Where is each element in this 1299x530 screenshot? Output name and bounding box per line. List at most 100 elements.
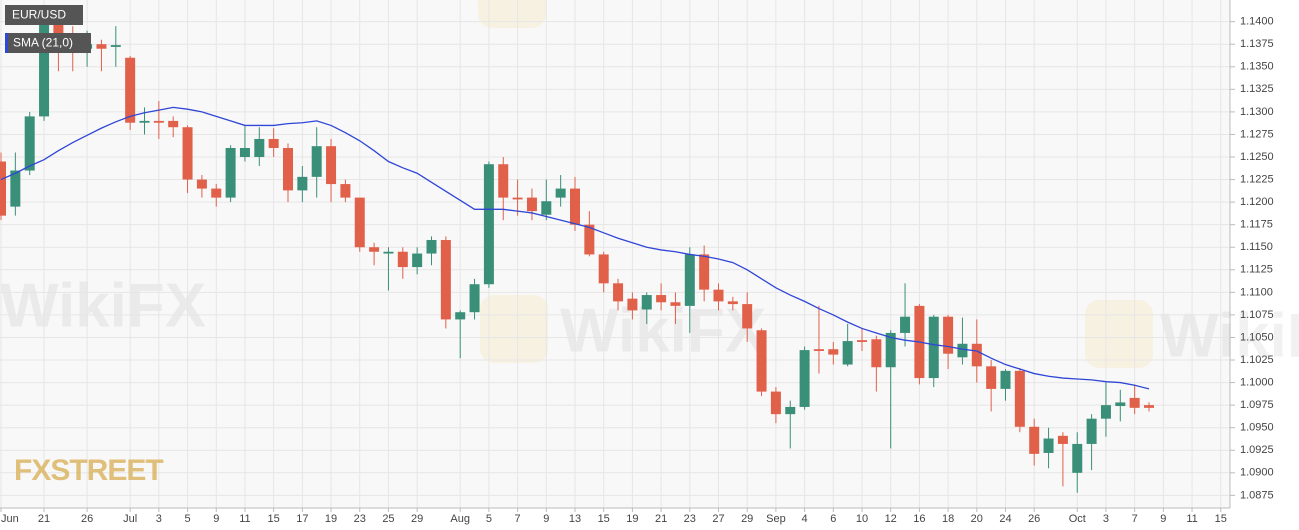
plot-background (0, 0, 1230, 508)
candle-body (770, 391, 781, 415)
x-tick-label: 19 (325, 513, 337, 525)
candle-body (225, 147, 236, 198)
x-tick-label: 12 (885, 513, 897, 525)
x-tick-label: 4 (802, 513, 808, 525)
x-tick-label: Sep (766, 513, 786, 525)
candle-body (239, 147, 250, 158)
candle-body (713, 289, 724, 302)
y-tick-label: 1.1325 (1240, 83, 1274, 95)
x-tick-label: 7 (1132, 513, 1138, 525)
legend-box (5, 33, 91, 53)
candle-body (139, 120, 150, 123)
y-tick-label: 1.1375 (1240, 38, 1274, 50)
candle-body (656, 295, 667, 303)
candle-body (986, 366, 997, 389)
x-tick-label: Jul (123, 513, 137, 525)
symbol-box (5, 5, 83, 25)
candle-body (326, 146, 337, 185)
candle-body (1129, 397, 1140, 408)
candle-body (125, 57, 136, 123)
candle-body (297, 176, 308, 191)
candle-body (971, 343, 982, 367)
x-tick-label: Aug (450, 513, 470, 525)
x-tick-label: 21 (655, 513, 667, 525)
x-tick-label: 27 (712, 513, 724, 525)
x-tick-label: 9 (543, 513, 549, 525)
y-tick-label: 1.1300 (1240, 106, 1274, 118)
x-tick-label: 5 (486, 513, 492, 525)
candle-body (813, 349, 824, 351)
y-tick-label: 1.0950 (1240, 422, 1274, 434)
x-tick-label: 15 (598, 513, 610, 525)
watermark: WikiFX (560, 296, 766, 365)
candle-body (957, 343, 968, 358)
candle-body (1100, 405, 1111, 419)
y-tick-label: 1.0875 (1240, 489, 1274, 501)
sma-line (0, 106, 1150, 390)
x-tick-label: 9 (213, 513, 219, 525)
x-tick-label: 11 (239, 513, 250, 525)
candle-body (670, 302, 681, 306)
y-tick-label: 1.1350 (1240, 61, 1274, 73)
brand-logo: FXSTREET (14, 454, 163, 487)
x-tick-label: 19 (626, 513, 638, 525)
candle-body (584, 224, 595, 255)
x-tick-label: Jun (1, 513, 19, 525)
candle-body (1115, 402, 1126, 407)
candle-body (641, 295, 652, 310)
candle-body (412, 253, 423, 268)
candle-body (354, 197, 365, 248)
candle-body (10, 170, 21, 207)
y-tick-label: 1.1000 (1240, 376, 1274, 388)
candle-body (613, 283, 624, 302)
x-tick-label: 24 (999, 513, 1011, 525)
x-tick-label: 9 (1160, 513, 1166, 525)
x-tick-label: 17 (296, 513, 308, 525)
legend-label: SMA (21,0) (13, 36, 73, 50)
candle-body (455, 312, 466, 320)
y-tick-label: 1.1250 (1240, 151, 1274, 163)
watermark-badge (480, 295, 548, 363)
candle-body (1144, 405, 1154, 408)
x-tick-label: 7 (515, 513, 521, 525)
legend-swatch (5, 33, 8, 53)
candle-body (627, 298, 638, 311)
y-tick-label: 1.1200 (1240, 196, 1274, 208)
candle-body (483, 164, 494, 285)
symbol-label: EUR/USD (12, 8, 66, 22)
y-tick-label: 1.1150 (1240, 241, 1273, 253)
candle-body (842, 341, 853, 365)
candle-body (196, 179, 207, 189)
candle-body (828, 349, 839, 355)
candle-body (900, 316, 911, 333)
candle-body (526, 197, 537, 212)
candle-body (684, 254, 695, 306)
candle-body (555, 188, 566, 198)
y-tick-label: 1.1050 (1240, 331, 1274, 343)
x-tick-label: 23 (684, 513, 696, 525)
x-tick-label: 18 (942, 513, 954, 525)
candle-body (369, 247, 380, 252)
x-tick-label: Oct (1069, 513, 1086, 525)
candle-body (182, 127, 193, 180)
x-tick-label: 15 (1215, 513, 1227, 525)
x-tick-label: 6 (830, 513, 836, 525)
candle-body (96, 44, 107, 49)
candle-body (24, 116, 35, 171)
candle-body (1014, 370, 1025, 427)
candle-body (153, 120, 164, 123)
candle-body (1000, 370, 1011, 389)
candle-body (397, 251, 408, 268)
candle-body (742, 304, 753, 329)
x-tick-label: 25 (382, 513, 394, 525)
candle-body (110, 45, 121, 47)
watermark-badge (1085, 300, 1153, 368)
watermark-badge (478, 0, 546, 28)
x-tick-label: 15 (268, 513, 280, 525)
candle-body (857, 340, 867, 342)
x-tick-label: 26 (1028, 513, 1040, 525)
candle-body (340, 184, 351, 198)
marks (0, 21, 1154, 493)
candle-body (570, 188, 580, 225)
